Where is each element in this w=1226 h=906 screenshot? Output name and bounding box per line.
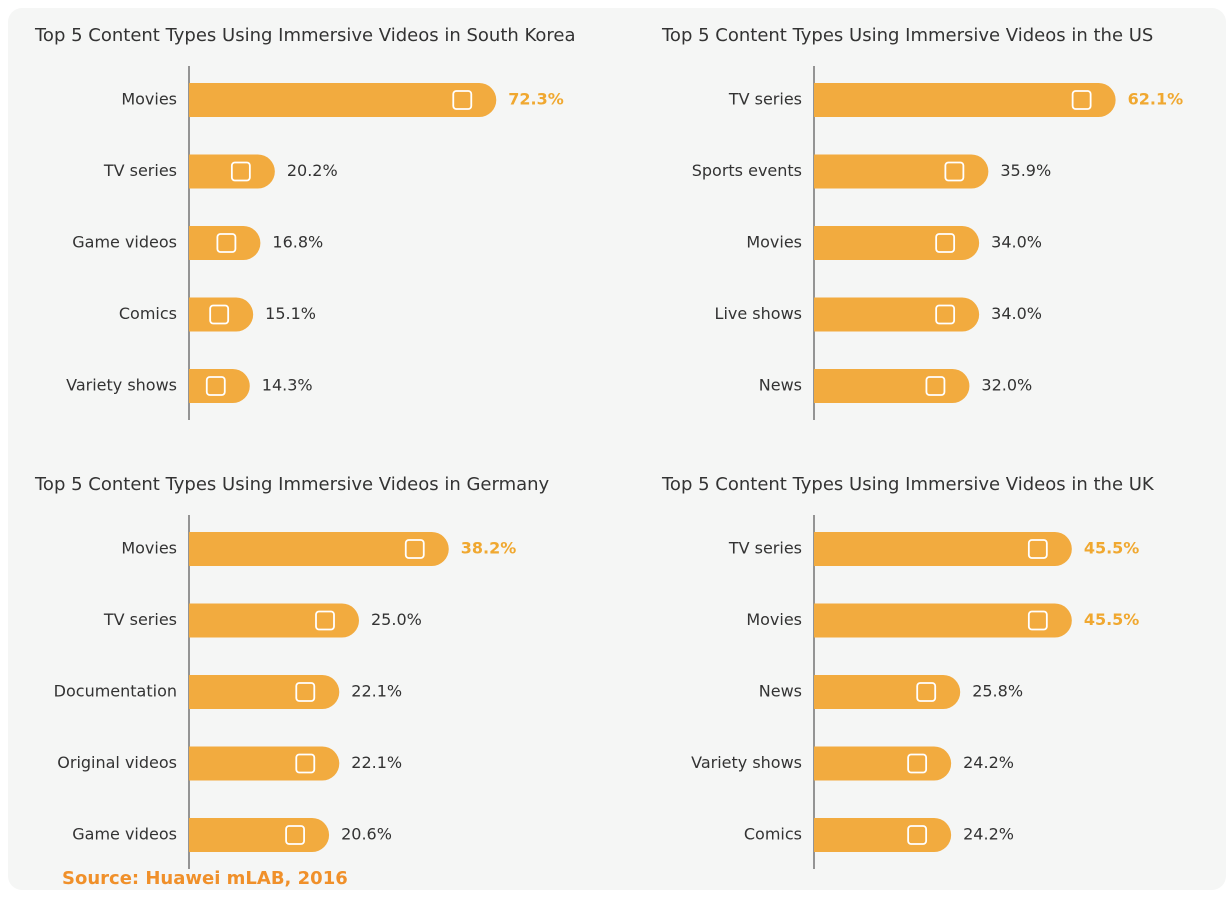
category-label: TV series [728, 539, 802, 558]
bar-icon [907, 825, 928, 845]
category-label: Live shows [715, 304, 802, 323]
bar-icon [916, 682, 937, 702]
source: Source: Huawei mLAB, 2016 [62, 868, 348, 889]
bar [814, 154, 989, 189]
bar [189, 818, 330, 852]
category-label: Variety shows [66, 376, 177, 395]
bar-icon [295, 682, 316, 702]
value-label: 34.0% [991, 304, 1042, 323]
bar [189, 83, 497, 117]
bar-icon [925, 376, 946, 396]
chart-title: Top 5 Content Types Using Immersive Vide… [34, 25, 576, 46]
bar-icon [452, 90, 473, 110]
bar [814, 83, 1116, 117]
category-label: Sports events [692, 161, 802, 180]
category-label: News [759, 376, 802, 395]
category-label: Comics [744, 825, 802, 844]
category-label: TV series [103, 161, 177, 180]
bar [814, 818, 952, 852]
value-label: 45.5% [1084, 610, 1140, 629]
category-label: Documentation [54, 682, 177, 701]
bar [189, 369, 250, 403]
category-label: TV series [103, 610, 177, 629]
value-label: 25.8% [972, 682, 1023, 701]
bar-icon [935, 304, 956, 325]
value-label: 22.1% [351, 753, 402, 772]
category-label: Variety shows [691, 753, 802, 772]
category-label: Movies [746, 610, 802, 629]
value-label: 20.2% [287, 161, 338, 180]
bar [814, 675, 961, 709]
category-label: Game videos [72, 233, 177, 252]
bar [189, 532, 449, 566]
value-label: 22.1% [351, 682, 402, 701]
bar-icon [205, 376, 226, 396]
bar-icon [907, 753, 928, 774]
bar [189, 226, 261, 260]
bar [189, 675, 340, 709]
value-label: 35.9% [1000, 161, 1051, 180]
bar [814, 369, 970, 403]
bar [189, 297, 254, 332]
bar-icon [230, 161, 251, 182]
bar-icon [209, 304, 230, 325]
category-label: News [759, 682, 802, 701]
bar-icon [285, 825, 305, 845]
bar-icon [216, 233, 237, 253]
bar [189, 746, 340, 781]
chart-title: Top 5 Content Types Using Immersive Vide… [661, 474, 1155, 495]
bar-icon [944, 161, 965, 182]
chart-title: Top 5 Content Types Using Immersive Vide… [661, 25, 1153, 46]
value-label: 15.1% [265, 304, 316, 323]
value-label: 38.2% [461, 539, 517, 558]
bar [814, 603, 1072, 638]
category-label: TV series [728, 90, 802, 109]
bar [814, 532, 1072, 566]
bar-icon [315, 610, 335, 631]
bar-icon [295, 753, 316, 774]
value-label: 25.0% [371, 610, 422, 629]
value-label: 34.0% [991, 233, 1042, 252]
value-label: 32.0% [981, 376, 1032, 395]
category-label: Original videos [57, 753, 177, 772]
bar-icon [1027, 539, 1048, 559]
bar-icon [1027, 610, 1048, 631]
value-label: 72.3% [508, 90, 564, 109]
bar-icon [404, 539, 425, 559]
category-label: Movies [121, 539, 177, 558]
bar [814, 746, 952, 781]
value-label: 62.1% [1128, 90, 1184, 109]
value-label: 20.6% [341, 825, 392, 844]
category-label: Comics [119, 304, 177, 323]
value-label: 24.2% [963, 753, 1014, 772]
value-label: 14.3% [262, 376, 313, 395]
value-label: 16.8% [272, 233, 323, 252]
chart-title: Top 5 Content Types Using Immersive Vide… [34, 474, 550, 495]
category-label: Game videos [72, 825, 177, 844]
bar-icon [1071, 90, 1092, 110]
value-label: 24.2% [963, 825, 1014, 844]
value-label: 45.5% [1084, 539, 1140, 558]
category-label: Movies [746, 233, 802, 252]
category-label: Movies [121, 90, 177, 109]
bar-icon [935, 233, 956, 253]
